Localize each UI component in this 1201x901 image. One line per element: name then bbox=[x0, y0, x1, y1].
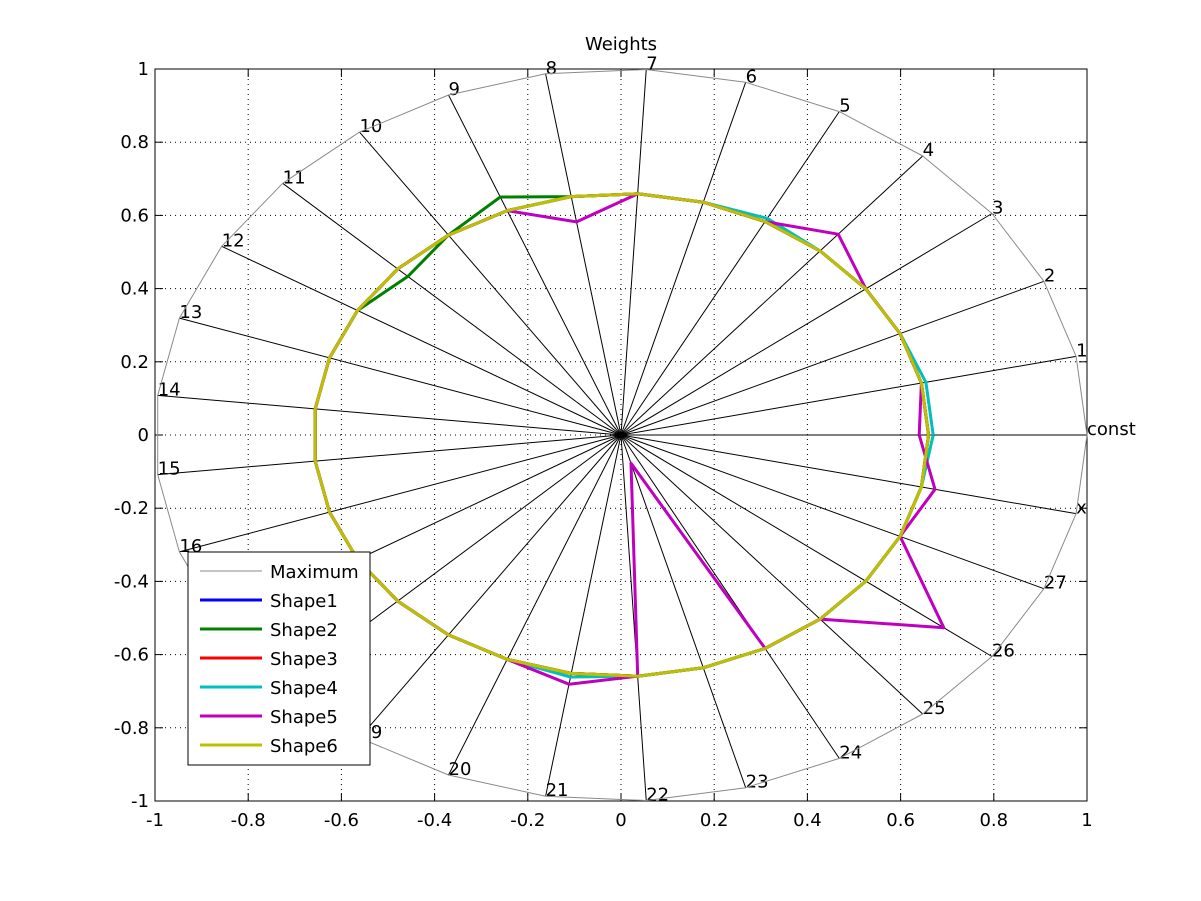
spoke-line bbox=[221, 245, 622, 436]
spoke-line bbox=[448, 434, 622, 776]
legend-label: Shape5 bbox=[270, 707, 338, 728]
spoke-line bbox=[545, 434, 622, 797]
y-tick-label: 0.2 bbox=[120, 352, 149, 373]
legend-label: Shape4 bbox=[270, 678, 338, 699]
spoke-line bbox=[620, 434, 647, 801]
y-tick-label: 0.8 bbox=[120, 132, 149, 153]
y-tick-label: -0.4 bbox=[114, 571, 149, 592]
spoke-label: 8 bbox=[546, 58, 557, 79]
series-line-shape6 bbox=[313, 192, 931, 678]
spoke-label: 27 bbox=[1044, 573, 1067, 594]
y-tick-label: 0.4 bbox=[120, 279, 149, 300]
spoke-line bbox=[620, 434, 1045, 590]
spoke-line bbox=[620, 434, 1077, 515]
spoke-line bbox=[545, 73, 622, 436]
spoke-label: 20 bbox=[449, 759, 472, 780]
spoke-line bbox=[179, 434, 622, 553]
spoke-line bbox=[359, 131, 622, 436]
spoke-line bbox=[620, 434, 993, 657]
spoke-label: 7 bbox=[646, 54, 657, 75]
spoke-label: 10 bbox=[359, 116, 382, 137]
spoke-line bbox=[620, 213, 993, 436]
spoke-line bbox=[157, 394, 622, 436]
spoke-line bbox=[448, 94, 622, 436]
y-tick-label: 0 bbox=[138, 425, 149, 446]
spoke-line bbox=[620, 355, 1077, 436]
x-tick-label: 0.6 bbox=[886, 810, 915, 831]
spoke-label: 3 bbox=[992, 198, 1003, 219]
spoke-label: 15 bbox=[158, 459, 181, 480]
spoke-label: 14 bbox=[158, 379, 181, 400]
x-tick-label: 0.2 bbox=[700, 810, 729, 831]
legend-label: Shape3 bbox=[270, 649, 338, 670]
spoke-line bbox=[620, 280, 1045, 436]
y-tick-label: -1 bbox=[131, 791, 149, 812]
spoke-label: 23 bbox=[746, 772, 769, 793]
spoke-line bbox=[620, 155, 924, 436]
spoke-label: const bbox=[1087, 419, 1136, 440]
legend-label: Maximum bbox=[270, 562, 359, 583]
spoke-label: 11 bbox=[283, 167, 306, 188]
spoke-label: 21 bbox=[546, 780, 569, 801]
spoke-label: 26 bbox=[992, 640, 1015, 661]
y-tick-label: 0.6 bbox=[120, 205, 149, 226]
spoke-label: 25 bbox=[923, 698, 946, 719]
spoke-label: 2 bbox=[1044, 265, 1055, 286]
spoke-label: 4 bbox=[923, 140, 934, 161]
spoke-line bbox=[620, 82, 747, 436]
x-tick-label: -0.6 bbox=[324, 810, 359, 831]
x-tick-label: -1 bbox=[146, 810, 164, 831]
spoke-label: x bbox=[1076, 498, 1087, 519]
x-tick-label: -0.4 bbox=[417, 810, 452, 831]
x-tick-label: 0 bbox=[615, 810, 626, 831]
spoke-label: 13 bbox=[179, 302, 202, 323]
spoke-label: 9 bbox=[449, 79, 460, 100]
y-tick-label: -0.6 bbox=[114, 645, 149, 666]
x-tick-label: -0.8 bbox=[231, 810, 266, 831]
legend: Maximum Shape1 Shape2 Shape3 Shape4 Shape5 Sha… bbox=[187, 551, 371, 766]
spoke-line bbox=[620, 434, 924, 715]
legend-label: Shape1 bbox=[270, 591, 338, 612]
spoke-line bbox=[620, 69, 647, 436]
y-tick-label: -0.2 bbox=[114, 498, 149, 519]
spoke-label: 6 bbox=[746, 66, 757, 87]
chart-title: Weights bbox=[585, 34, 657, 55]
spoke-line bbox=[282, 182, 622, 436]
y-tick-label: 1 bbox=[138, 59, 149, 80]
spoke-line bbox=[179, 317, 622, 436]
spoke-line bbox=[157, 434, 622, 476]
spoke-label: 22 bbox=[646, 784, 669, 805]
x-tick-label: 0.4 bbox=[793, 810, 822, 831]
y-tick-label: -0.8 bbox=[114, 718, 149, 739]
x-tick-label: -0.2 bbox=[510, 810, 545, 831]
spoke-line bbox=[620, 434, 747, 788]
spoke-line bbox=[620, 111, 840, 436]
x-tick-label: 1 bbox=[1081, 810, 1092, 831]
spoke-label: 5 bbox=[839, 96, 850, 117]
spoke-line bbox=[359, 434, 622, 739]
legend-label: Shape6 bbox=[270, 736, 338, 757]
legend-label: Shape2 bbox=[270, 620, 338, 641]
spoke-line bbox=[620, 434, 840, 759]
spoke-label: 12 bbox=[222, 230, 245, 251]
x-tick-label: 0.8 bbox=[979, 810, 1008, 831]
series-line-maximum bbox=[157, 69, 1088, 801]
series-lines bbox=[157, 69, 1088, 801]
spoke-label: 1 bbox=[1076, 340, 1087, 361]
